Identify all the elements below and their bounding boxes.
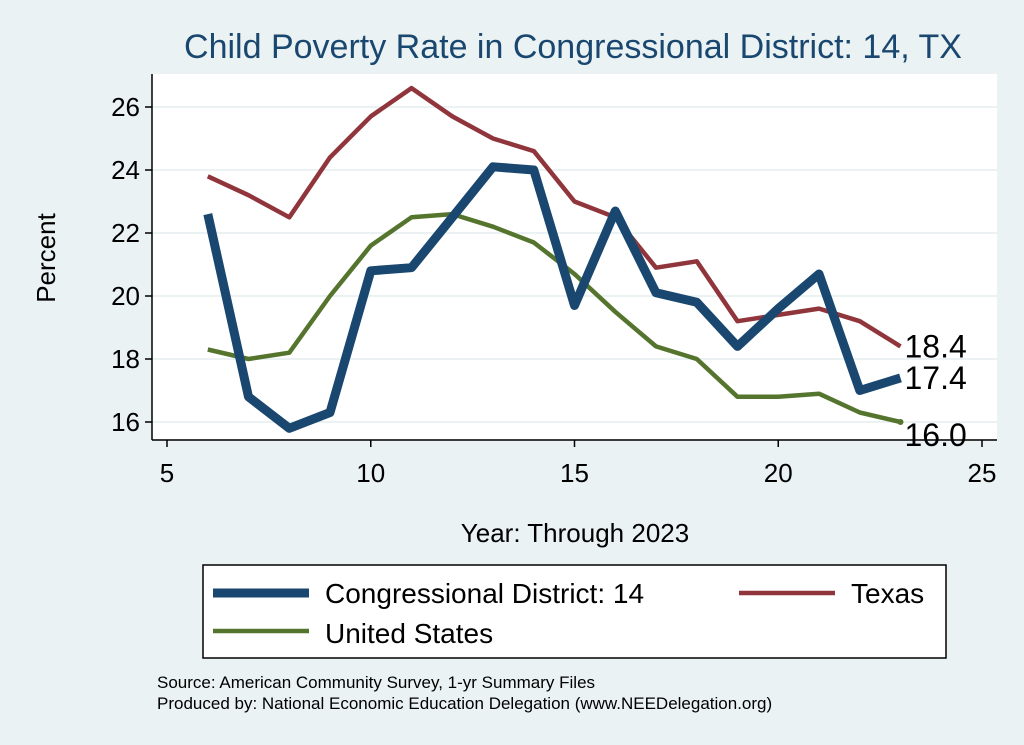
x-axis-label: Year: Through 2023 — [461, 518, 689, 548]
series-lines — [203, 85, 902, 433]
legend-label: Texas — [851, 578, 924, 609]
legend-label: United States — [325, 618, 493, 649]
end-value-label: 17.4 — [905, 360, 967, 396]
x-tick-label: 10 — [356, 458, 385, 488]
end-value-label: 16.0 — [905, 417, 967, 453]
y-tick-label: 26 — [111, 92, 140, 122]
y-tick-label: 16 — [111, 407, 140, 437]
end-labels: 17.418.4 16.0 — [897, 328, 967, 453]
chart-title: Child Poverty Rate in Congressional Dist… — [184, 28, 962, 66]
x-tick-label: 15 — [560, 458, 589, 488]
series-end-marker — [897, 419, 904, 425]
series-line-texas — [206, 85, 902, 349]
legend-box — [202, 564, 947, 659]
y-axis-label: Percent — [31, 212, 61, 302]
source-line: Source: American Community Survey, 1-yr … — [157, 673, 595, 692]
y-tick-label: 24 — [111, 155, 140, 185]
legend-label: Congressional District: 14 — [325, 578, 644, 609]
producer-line: Produced by: National Economic Education… — [157, 694, 772, 713]
y-tick-label: 22 — [111, 218, 140, 248]
legend: Congressional District: 14 Texas United St… — [202, 564, 947, 659]
x-tick-label: 5 — [160, 458, 174, 488]
axes: 16 18 20 22 24 26 5 10 15 20 25 — [111, 74, 997, 488]
y-tick-label: 18 — [111, 344, 140, 374]
series-line-congressional-district-14 — [203, 162, 902, 433]
x-tick-label: 25 — [968, 458, 997, 488]
y-tick-label: 20 — [111, 281, 140, 311]
end-value-label: 18.4 — [905, 328, 967, 364]
series-line-united-states — [207, 211, 902, 425]
x-tick-label: 20 — [764, 458, 793, 488]
